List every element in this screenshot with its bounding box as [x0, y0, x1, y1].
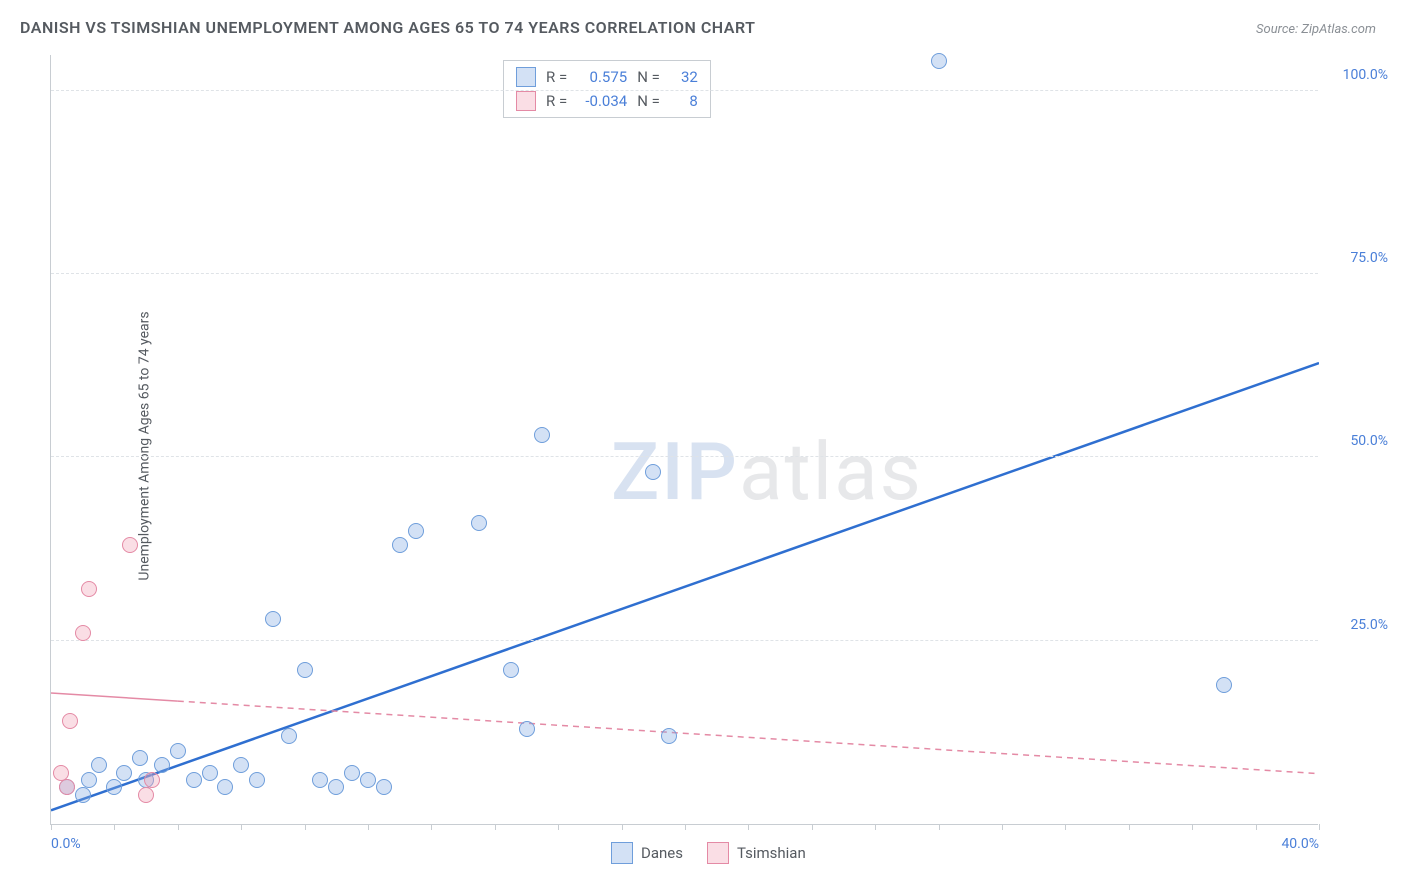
data-point: [392, 537, 408, 553]
x-tick: [178, 824, 179, 830]
data-point: [534, 427, 550, 443]
data-point: [116, 765, 132, 781]
x-tick: [748, 824, 749, 830]
x-tick: [305, 824, 306, 830]
data-point: [75, 787, 91, 803]
x-tick: [1192, 824, 1193, 830]
data-point: [75, 625, 91, 641]
data-point: [376, 779, 392, 795]
data-point: [138, 787, 154, 803]
x-tick: [368, 824, 369, 830]
watermark-prefix: ZIP: [611, 425, 739, 519]
data-point: [661, 728, 677, 744]
x-tick: [51, 824, 52, 830]
data-point: [62, 713, 78, 729]
data-point: [53, 765, 69, 781]
data-point: [144, 772, 160, 788]
data-point: [344, 765, 360, 781]
x-tick: [812, 824, 813, 830]
stat-n-value: 8: [670, 92, 698, 110]
stat-n-label: N =: [637, 68, 660, 86]
data-point: [81, 772, 97, 788]
data-point: [81, 581, 97, 597]
data-point: [106, 779, 122, 795]
stat-r-label: R =: [546, 92, 567, 110]
legend-item: Danes: [611, 842, 683, 864]
chart-title: DANISH VS TSIMSHIAN UNEMPLOYMENT AMONG A…: [20, 18, 755, 37]
watermark-suffix: atlas: [739, 425, 923, 519]
data-point: [471, 515, 487, 531]
legend-item: Tsimshian: [707, 842, 806, 864]
data-point: [186, 772, 202, 788]
stats-row: R = 0.575 N = 32: [516, 67, 698, 87]
x-tick: [558, 824, 559, 830]
legend: Danes Tsimshian: [611, 842, 806, 864]
x-tick: [1065, 824, 1066, 830]
data-point: [122, 537, 138, 553]
x-tick: [114, 824, 115, 830]
x-tick: [939, 824, 940, 830]
stat-n-value: 32: [670, 68, 698, 86]
x-tick: [1256, 824, 1257, 830]
stat-r-value: -0.034: [577, 92, 627, 110]
y-tick-label: 50.0%: [1350, 433, 1388, 449]
source-attribution: Source: ZipAtlas.com: [1256, 22, 1376, 37]
y-tick-label: 100.0%: [1343, 67, 1388, 83]
data-point: [503, 662, 519, 678]
y-tick-label: 75.0%: [1350, 250, 1388, 266]
data-point: [265, 611, 281, 627]
data-point: [312, 772, 328, 788]
data-point: [91, 757, 107, 773]
x-tick: [622, 824, 623, 830]
data-point: [328, 779, 344, 795]
data-point: [281, 728, 297, 744]
gridline: [51, 640, 1318, 641]
data-point: [202, 765, 218, 781]
series-swatch: [516, 67, 536, 87]
x-tick: [495, 824, 496, 830]
data-point: [519, 721, 535, 737]
regression-lines: [51, 55, 1319, 825]
data-point: [297, 662, 313, 678]
x-tick: [875, 824, 876, 830]
x-tick: [241, 824, 242, 830]
stat-r-value: 0.575: [577, 68, 627, 86]
gridline: [51, 273, 1318, 274]
x-tick-label: 40.0%: [1281, 836, 1319, 852]
x-tick: [431, 824, 432, 830]
data-point: [233, 757, 249, 773]
series-swatch: [516, 91, 536, 111]
legend-swatch: [707, 842, 729, 864]
data-point: [59, 779, 75, 795]
x-tick-label: 0.0%: [51, 836, 81, 852]
data-point: [360, 772, 376, 788]
x-tick: [1319, 824, 1320, 830]
data-point: [170, 743, 186, 759]
data-point: [931, 53, 947, 69]
data-point: [217, 779, 233, 795]
scatter-plot-area: ZIPatlas R =0.575N =32R =-0.034N =8 Dane…: [50, 55, 1318, 825]
data-point: [249, 772, 265, 788]
y-tick-label: 25.0%: [1350, 617, 1388, 633]
x-tick: [685, 824, 686, 830]
legend-swatch: [611, 842, 633, 864]
stat-r-label: R =: [546, 68, 567, 86]
x-tick: [1002, 824, 1003, 830]
stat-n-label: N =: [637, 92, 660, 110]
data-point: [132, 750, 148, 766]
gridline: [51, 90, 1318, 91]
legend-label: Danes: [641, 844, 683, 862]
data-point: [1216, 677, 1232, 693]
x-tick: [1129, 824, 1130, 830]
data-point: [645, 464, 661, 480]
data-point: [408, 523, 424, 539]
legend-label: Tsimshian: [737, 844, 806, 862]
stats-row: R = -0.034 N = 8: [516, 91, 698, 111]
data-point: [154, 757, 170, 773]
gridline: [51, 456, 1318, 457]
